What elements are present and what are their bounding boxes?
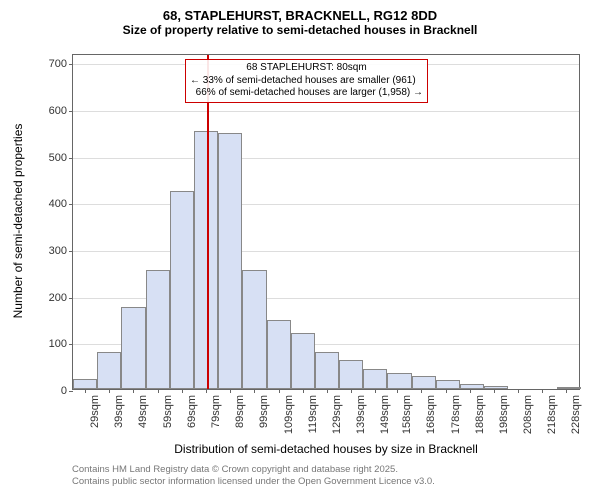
x-tick-label: 158sqm	[401, 395, 413, 434]
x-tick-mark	[397, 389, 398, 393]
x-tick-mark	[279, 389, 280, 393]
histogram-bar	[73, 379, 97, 389]
x-tick-mark	[158, 389, 159, 393]
x-tick-label: 168sqm	[425, 395, 437, 434]
x-tick-mark	[542, 389, 543, 393]
x-tick-mark	[375, 389, 376, 393]
footer-copyright-2: Contains public sector information licen…	[72, 476, 435, 487]
x-tick-mark	[470, 389, 471, 393]
y-tick-label: 100	[49, 338, 73, 350]
x-tick-label: 208sqm	[522, 395, 534, 434]
histogram-bar	[267, 320, 291, 389]
chart-title-line1: 68, STAPLEHURST, BRACKNELL, RG12 8DD	[0, 8, 600, 23]
x-tick-label: 59sqm	[162, 395, 174, 428]
x-tick-label: 69sqm	[186, 395, 198, 428]
x-tick-mark	[230, 389, 231, 393]
x-tick-label: 29sqm	[89, 395, 101, 428]
reference-line	[207, 55, 209, 389]
plot-area: 010020030040050060070029sqm39sqm49sqm59s…	[72, 54, 580, 390]
x-tick-label: 149sqm	[379, 395, 391, 434]
x-tick-mark	[254, 389, 255, 393]
histogram-bar	[97, 352, 121, 389]
histogram-bar	[387, 373, 411, 389]
chart-title-line2: Size of property relative to semi-detach…	[0, 23, 600, 37]
x-tick-mark	[566, 389, 567, 393]
histogram-bar	[363, 369, 387, 389]
histogram-bar	[315, 352, 339, 389]
chart-container: 68, STAPLEHURST, BRACKNELL, RG12 8DD Siz…	[0, 8, 600, 500]
x-tick-label: 119sqm	[307, 395, 319, 433]
x-axis-label: Distribution of semi-detached houses by …	[156, 442, 496, 456]
y-tick-label: 200	[49, 292, 73, 304]
x-tick-label: 49sqm	[137, 395, 149, 428]
y-tick-label: 0	[61, 385, 73, 397]
annotation-line2: ← 33% of semi-detached houses are smalle…	[190, 75, 423, 88]
histogram-bar	[557, 387, 581, 389]
histogram-bar	[460, 384, 484, 389]
histogram-bar	[291, 333, 315, 389]
x-tick-mark	[421, 389, 422, 393]
x-tick-mark	[85, 389, 86, 393]
x-tick-mark	[327, 389, 328, 393]
grid-line	[73, 204, 579, 205]
x-tick-mark	[133, 389, 134, 393]
annotation-line3: 66% of semi-detached houses are larger (…	[190, 87, 423, 100]
y-tick-label: 600	[49, 105, 73, 117]
histogram-bar	[170, 191, 194, 389]
x-tick-mark	[518, 389, 519, 393]
histogram-bar	[146, 270, 170, 389]
x-tick-mark	[494, 389, 495, 393]
x-tick-label: 89sqm	[234, 395, 246, 428]
x-tick-mark	[182, 389, 183, 393]
x-tick-label: 109sqm	[283, 395, 295, 434]
x-tick-label: 39sqm	[113, 395, 125, 428]
grid-line	[73, 158, 579, 159]
histogram-bar	[121, 307, 145, 389]
footer-copyright-1: Contains HM Land Registry data © Crown c…	[72, 464, 398, 475]
annotation-box: 68 STAPLEHURST: 80sqm← 33% of semi-detac…	[185, 59, 428, 103]
x-tick-label: 79sqm	[210, 395, 222, 428]
histogram-bar	[194, 131, 218, 389]
x-tick-label: 228sqm	[570, 395, 582, 434]
histogram-bar	[436, 380, 460, 389]
x-tick-label: 139sqm	[355, 395, 367, 434]
y-tick-label: 700	[49, 58, 73, 70]
histogram-bar	[412, 376, 436, 389]
y-axis-label: Number of semi-detached properties	[11, 101, 25, 341]
x-tick-label: 188sqm	[474, 395, 486, 434]
x-tick-mark	[303, 389, 304, 393]
histogram-bar	[218, 133, 242, 389]
y-tick-label: 300	[49, 245, 73, 257]
y-tick-label: 400	[49, 198, 73, 210]
x-tick-mark	[351, 389, 352, 393]
histogram-bar	[242, 270, 266, 389]
annotation-line1: 68 STAPLEHURST: 80sqm	[190, 62, 423, 75]
x-tick-label: 198sqm	[498, 395, 510, 434]
x-tick-mark	[206, 389, 207, 393]
x-tick-label: 129sqm	[331, 395, 343, 434]
x-tick-mark	[446, 389, 447, 393]
histogram-bar	[339, 360, 363, 389]
grid-line	[73, 251, 579, 252]
x-tick-label: 99sqm	[258, 395, 270, 428]
grid-line	[73, 111, 579, 112]
x-tick-label: 218sqm	[546, 395, 558, 434]
y-tick-label: 500	[49, 152, 73, 164]
x-tick-label: 178sqm	[450, 395, 462, 434]
histogram-bar	[484, 386, 508, 389]
x-tick-mark	[109, 389, 110, 393]
